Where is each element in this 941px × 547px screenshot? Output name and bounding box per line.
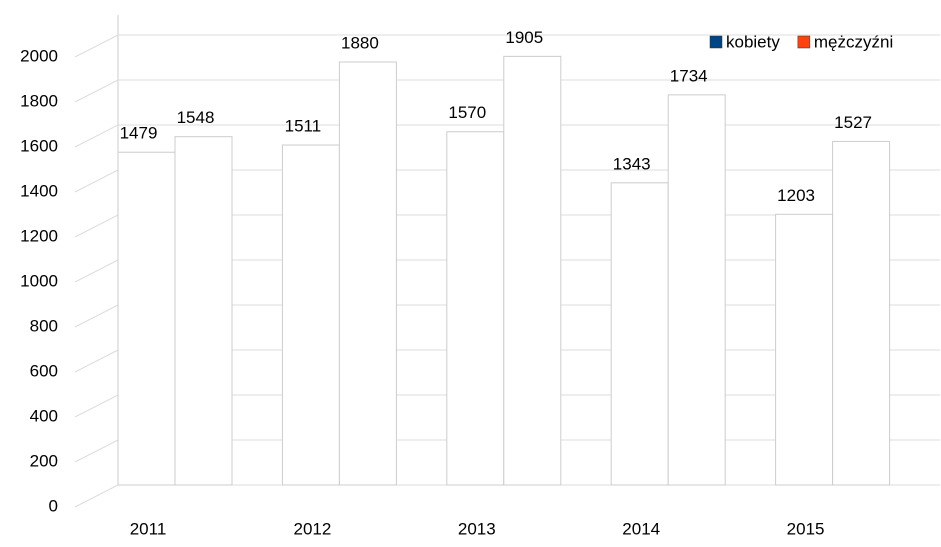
- grid-slant: [74, 214, 119, 238]
- bar: [610, 182, 669, 486]
- grid-slant: [74, 439, 119, 463]
- data-label: 1527: [834, 113, 872, 132]
- data-label: 1203: [777, 186, 815, 205]
- legend-swatch: [797, 35, 811, 49]
- data-label: 1548: [177, 108, 215, 127]
- bar: [503, 55, 562, 486]
- data-label: 1511: [285, 117, 322, 136]
- grid-slant: [74, 169, 119, 193]
- legend-label: mężczyźni: [814, 32, 893, 51]
- y-tick-label: 800: [30, 316, 58, 335]
- grid-slant: [74, 124, 119, 148]
- y-tick-label: 1400: [20, 181, 58, 200]
- y-tick-label: 1600: [20, 136, 58, 155]
- y-tick-label: 1000: [20, 271, 58, 290]
- y-tick-label: 400: [30, 406, 58, 425]
- y-tick-label: 200: [30, 451, 58, 470]
- x-tick-label: 2014: [622, 519, 660, 538]
- y-tick-label: 0: [49, 496, 58, 515]
- y-tick-label: 600: [30, 361, 58, 380]
- y-tick-label: 1800: [20, 91, 58, 110]
- grid-slant: [74, 349, 119, 373]
- x-tick-label: 2011: [130, 519, 167, 538]
- data-label: 1880: [341, 33, 379, 52]
- grid-slant: [74, 394, 119, 418]
- bar: [775, 213, 834, 486]
- data-label: 1905: [505, 28, 543, 47]
- grid-slant: [74, 304, 119, 328]
- data-label: 1343: [613, 154, 651, 173]
- grid-slant: [74, 34, 119, 58]
- x-tick-label: 2012: [293, 519, 331, 538]
- data-label: 1479: [120, 124, 158, 143]
- x-tick-label: 2013: [458, 519, 496, 538]
- bar: [667, 94, 726, 486]
- legend-label: kobiety: [726, 32, 780, 51]
- grid-slant: [74, 484, 119, 508]
- bar: [117, 151, 176, 486]
- bar: [281, 144, 340, 486]
- bar: [338, 61, 397, 486]
- legend-swatch: [709, 35, 723, 49]
- grid-slant: [74, 79, 119, 103]
- data-label: 1734: [670, 66, 708, 85]
- bar: [446, 131, 505, 486]
- y-tick-label: 2000: [20, 46, 58, 65]
- data-label: 1570: [448, 103, 486, 122]
- bar: [174, 136, 233, 486]
- bar: [832, 140, 891, 486]
- x-tick-label: 2015: [787, 519, 825, 538]
- y-tick-label: 1200: [20, 226, 58, 245]
- grid-slant: [74, 259, 119, 283]
